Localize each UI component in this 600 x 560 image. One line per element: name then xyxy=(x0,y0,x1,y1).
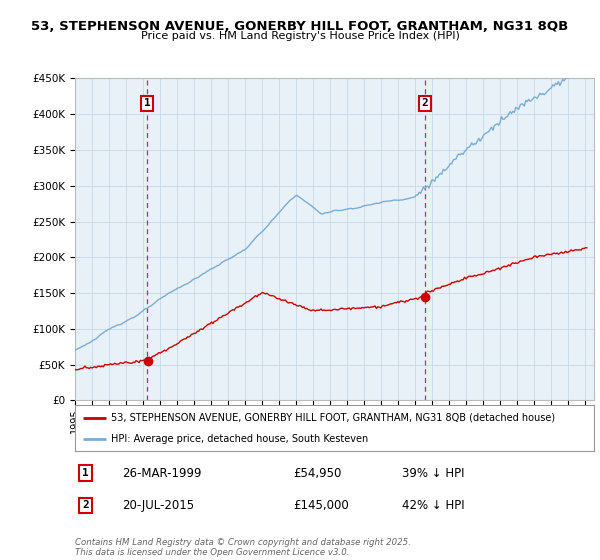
Text: Contains HM Land Registry data © Crown copyright and database right 2025.
This d: Contains HM Land Registry data © Crown c… xyxy=(75,538,411,557)
Text: £145,000: £145,000 xyxy=(293,499,349,512)
Text: 39% ↓ HPI: 39% ↓ HPI xyxy=(402,466,464,480)
Text: 1: 1 xyxy=(143,99,151,109)
Text: Price paid vs. HM Land Registry's House Price Index (HPI): Price paid vs. HM Land Registry's House … xyxy=(140,31,460,41)
Text: 53, STEPHENSON AVENUE, GONERBY HILL FOOT, GRANTHAM, NG31 8QB: 53, STEPHENSON AVENUE, GONERBY HILL FOOT… xyxy=(31,20,569,32)
Text: 26-MAR-1999: 26-MAR-1999 xyxy=(122,466,201,480)
Text: 2: 2 xyxy=(421,99,428,109)
Text: HPI: Average price, detached house, South Kesteven: HPI: Average price, detached house, Sout… xyxy=(112,435,368,444)
Text: 2: 2 xyxy=(82,501,89,510)
Text: £54,950: £54,950 xyxy=(293,466,341,480)
Text: 1: 1 xyxy=(82,468,89,478)
Text: 42% ↓ HPI: 42% ↓ HPI xyxy=(402,499,464,512)
Text: 20-JUL-2015: 20-JUL-2015 xyxy=(122,499,194,512)
Text: 53, STEPHENSON AVENUE, GONERBY HILL FOOT, GRANTHAM, NG31 8QB (detached house): 53, STEPHENSON AVENUE, GONERBY HILL FOOT… xyxy=(112,413,556,423)
